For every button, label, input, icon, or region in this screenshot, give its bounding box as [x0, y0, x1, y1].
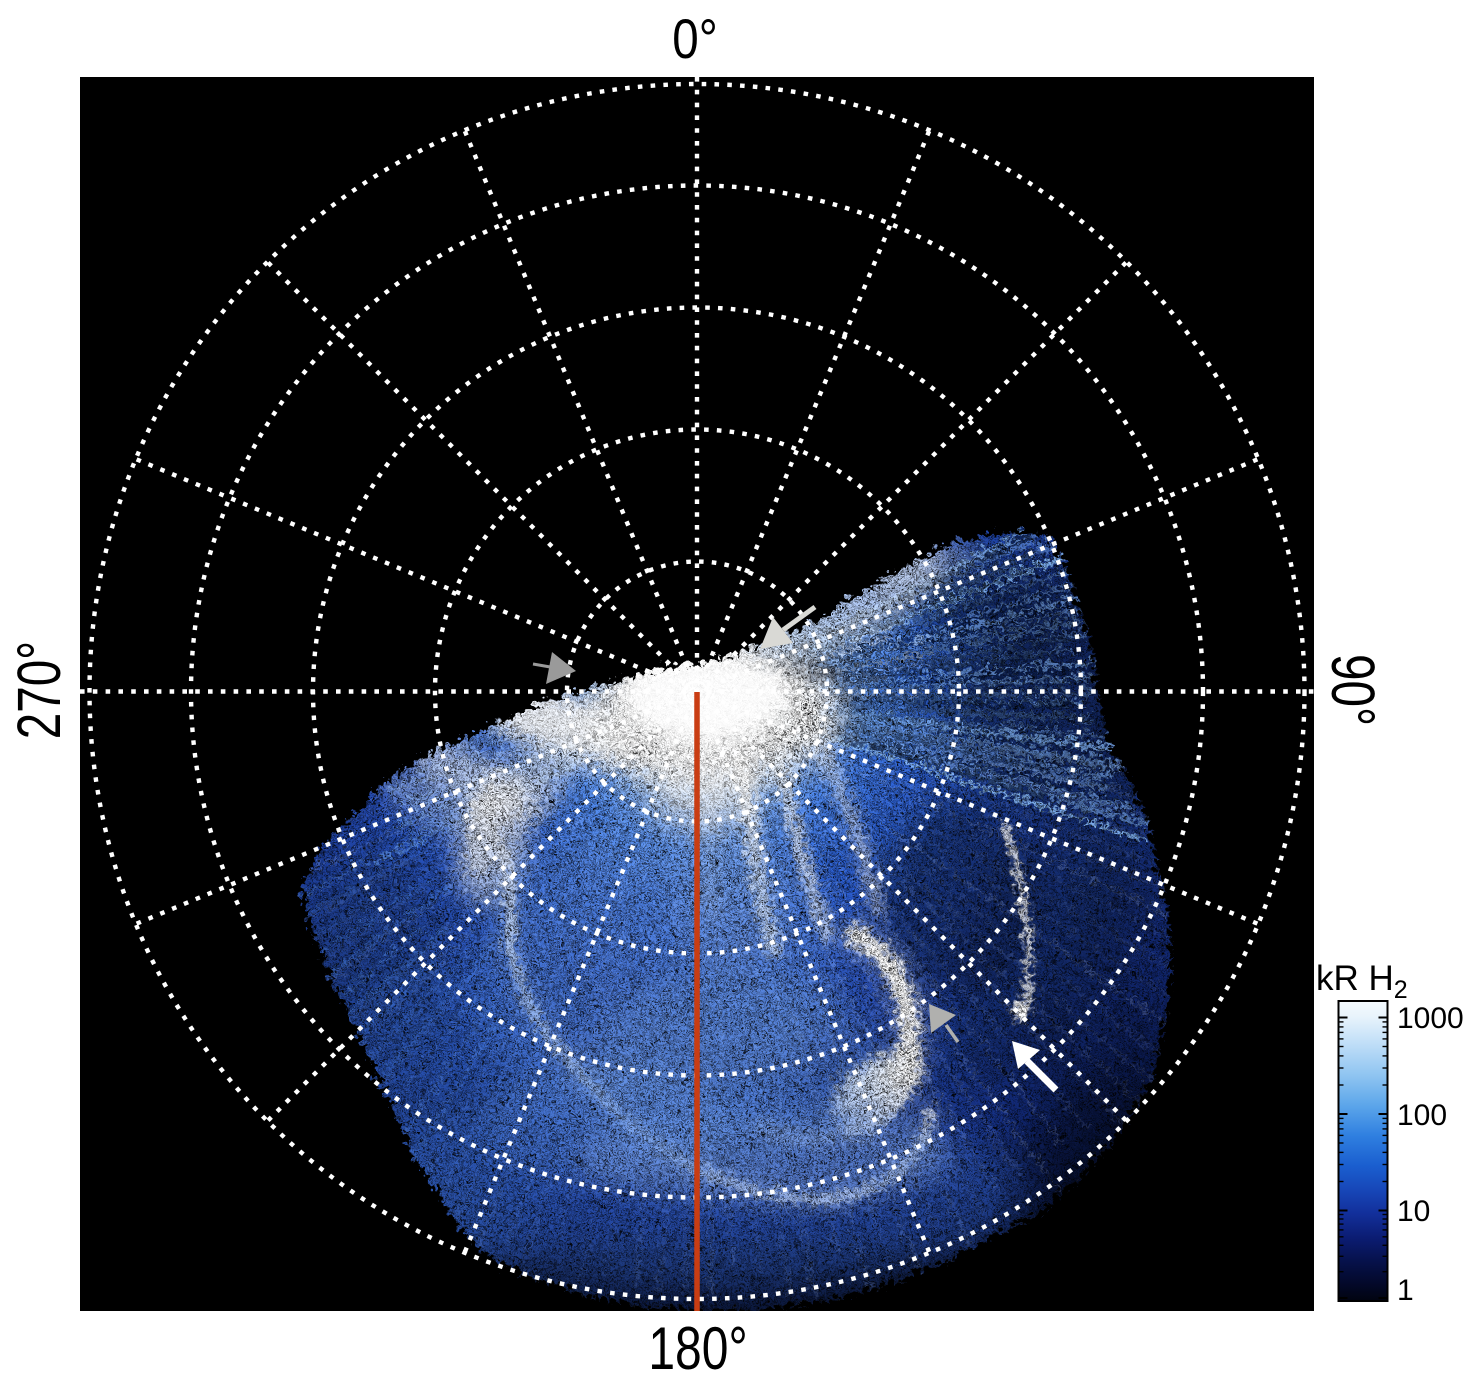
- svg-text:0°: 0°: [672, 8, 717, 70]
- svg-text:1000: 1000: [1397, 1002, 1464, 1035]
- svg-text:kR H2: kR H2: [1316, 959, 1408, 1004]
- svg-text:270°: 270°: [4, 641, 73, 739]
- svg-text:90°: 90°: [1319, 654, 1388, 726]
- svg-text:180°: 180°: [648, 1315, 747, 1382]
- svg-text:10: 10: [1397, 1195, 1430, 1228]
- svg-text:1: 1: [1397, 1274, 1414, 1307]
- svg-text:100: 100: [1397, 1099, 1447, 1132]
